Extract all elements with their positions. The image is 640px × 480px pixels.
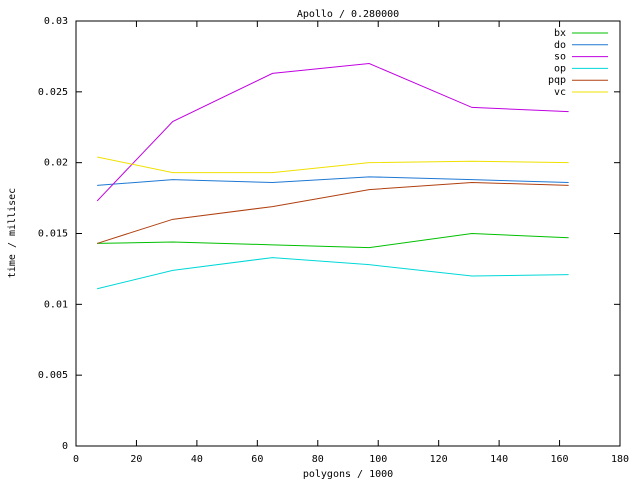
x-tick-label: 0 — [73, 454, 79, 465]
legend-label: do — [554, 40, 566, 51]
y-tick-label: 0.03 — [44, 16, 68, 27]
x-tick-label: 160 — [551, 454, 569, 465]
x-tick-label: 120 — [430, 454, 448, 465]
data-line — [97, 156, 569, 174]
chart-title: Apollo / 0.280000 — [297, 9, 399, 20]
x-tick-label: 180 — [611, 454, 629, 465]
legend-label: pqp — [548, 75, 566, 86]
x-tick-label: 140 — [490, 454, 508, 465]
x-tick-label: 40 — [191, 454, 203, 465]
x-axis-label: polygons / 1000 — [303, 469, 393, 480]
y-axis-label: time / millisec — [7, 188, 18, 278]
legend-label: so — [554, 52, 566, 63]
x-tick-label: 20 — [130, 454, 142, 465]
y-tick-label: 0.01 — [44, 299, 68, 310]
data-line — [96, 62, 569, 202]
x-tick-label: 60 — [251, 454, 263, 465]
y-tick-label: 0.025 — [38, 87, 68, 98]
y-tick-label: 0.015 — [38, 229, 68, 240]
y-tick-label: 0 — [62, 441, 68, 452]
x-tick-label: 80 — [312, 454, 324, 465]
plot-frame — [75, 20, 621, 447]
data-line — [97, 257, 569, 290]
legend-label: op — [554, 63, 566, 74]
legend-label: vc — [554, 87, 566, 98]
legend-label: bx — [554, 28, 566, 39]
data-line — [97, 176, 569, 186]
data-line — [97, 232, 569, 249]
y-tick-label: 0.005 — [38, 370, 68, 381]
y-tick-label: 0.02 — [44, 158, 68, 169]
data-line — [97, 181, 569, 244]
x-tick-label: 100 — [369, 454, 387, 465]
